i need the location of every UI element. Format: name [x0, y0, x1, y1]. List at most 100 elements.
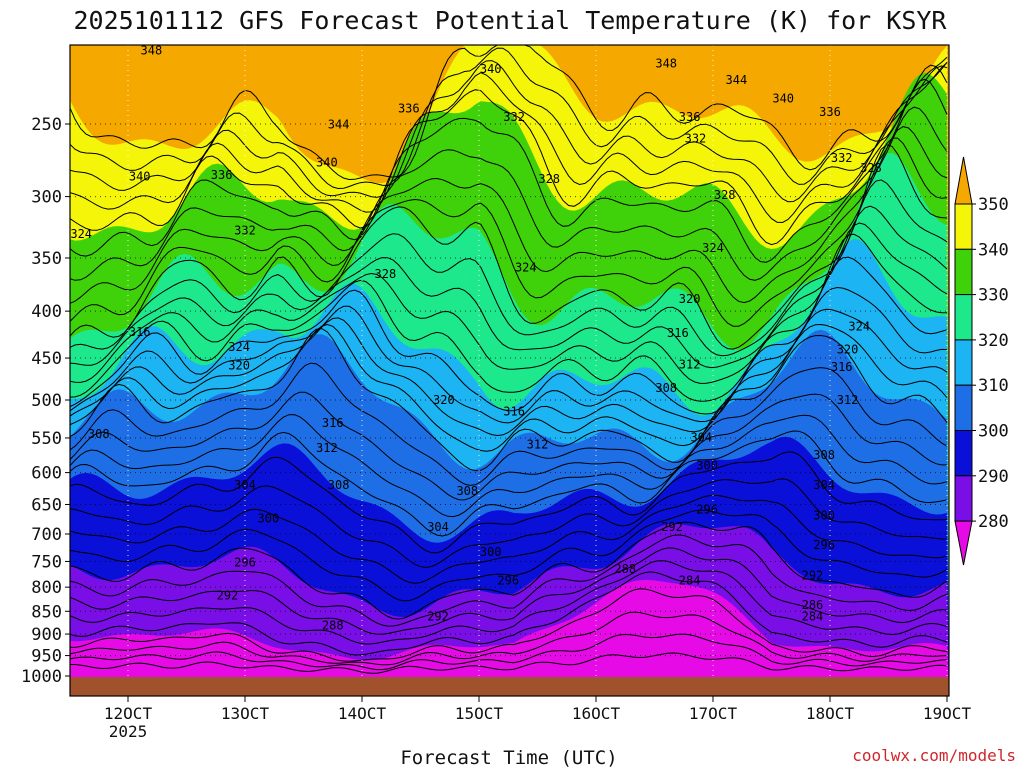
- contour-label: 340: [772, 92, 794, 106]
- y-tick-label: 300: [31, 188, 62, 208]
- contour-line: [70, 588, 948, 662]
- contour-line: [70, 205, 948, 369]
- gridlines: [70, 45, 949, 696]
- contour-label: 320: [433, 393, 455, 407]
- x-tick-label: 19OCT: [923, 704, 972, 723]
- colorbar-label: 280: [978, 512, 1009, 532]
- x-tick-label: 14OCT: [338, 704, 387, 723]
- contour-line: [70, 478, 947, 568]
- contour-line: [70, 521, 948, 620]
- contour-label: 304: [690, 431, 712, 445]
- contour-line: [70, 362, 948, 486]
- colorbar-swatch: [954, 475, 973, 522]
- contour-label: 308: [655, 381, 677, 395]
- contour-label: 324: [515, 260, 537, 274]
- contour-label: 292: [217, 588, 239, 602]
- colorbar-top-triangle: [954, 156, 973, 205]
- y-tick-label: 500: [31, 391, 62, 411]
- contour-label: 296: [234, 556, 256, 570]
- contour-label: 288: [614, 562, 636, 576]
- contour-label: 304: [813, 478, 835, 492]
- plot-area: 348 340 348 344 340 336 336 332 344 336 332 332 328 3…: [70, 44, 949, 696]
- contour-label: 348: [141, 44, 163, 58]
- plot-frame: [69, 44, 950, 697]
- contour-line: [70, 494, 948, 584]
- contour-label: 336: [211, 168, 233, 182]
- ground-layer: [70, 677, 949, 696]
- contour-label: 340: [480, 62, 502, 76]
- y-tick-label: 950: [31, 647, 62, 667]
- contour-labels: 348 340 348 344 340 336 336 332 344 336 332 332 328 3…: [70, 44, 881, 633]
- contour-label: 308: [813, 448, 835, 462]
- x-tick-label: 18OCT: [806, 704, 855, 723]
- y-tick-label: 700: [31, 525, 62, 545]
- y-tick-label: 750: [31, 552, 62, 572]
- contour-line: [70, 126, 948, 304]
- colorbar-label: 320: [978, 331, 1009, 351]
- contour-label: 300: [480, 545, 502, 559]
- contour-label: 340: [316, 155, 338, 169]
- contour-label: 284: [679, 574, 701, 588]
- contour-line: [70, 414, 948, 518]
- contour-line: [70, 65, 948, 224]
- contour-line: [70, 144, 948, 350]
- contour-line: [70, 571, 948, 656]
- contour-label: 284: [802, 610, 824, 624]
- contour-label: 312: [679, 358, 701, 372]
- chart-title: 2025101112 GFS Forecast Potential Temper…: [74, 6, 948, 35]
- colorbar-bottom-triangle: [954, 520, 973, 566]
- y-tick-label: 450: [31, 349, 62, 369]
- color-band-280: [70, 579, 949, 696]
- contour-label: 324: [70, 227, 92, 241]
- colorbar-label: 330: [978, 286, 1009, 306]
- contour-label: 304: [234, 478, 256, 492]
- contour-line: [70, 633, 948, 671]
- contour-label: 300: [258, 511, 280, 525]
- contour-label: 328: [375, 267, 397, 281]
- contour-label: 328: [714, 188, 736, 202]
- contour-label: 292: [427, 610, 449, 624]
- contour-line: [70, 137, 948, 327]
- y-tick-label: 800: [31, 578, 62, 598]
- y-tick-label: 850: [31, 602, 62, 622]
- contour-label: 308: [88, 427, 110, 441]
- contour-label: 344: [726, 73, 748, 87]
- contour-line: [70, 233, 948, 402]
- x-tick-label: 16OCT: [572, 704, 621, 723]
- contour-label: 312: [316, 441, 338, 455]
- contour-label: 292: [661, 520, 683, 534]
- colorbar-swatch: [954, 248, 973, 296]
- contour-label: 344: [328, 118, 350, 132]
- colorbar-swatch: [954, 203, 973, 250]
- contour-line: [70, 222, 948, 384]
- contour-line: [70, 534, 948, 627]
- contour-label: 300: [696, 458, 718, 472]
- credit-link[interactable]: coolwx.com/models: [852, 746, 1016, 765]
- x-axis-label: Forecast Time (UTC): [400, 747, 617, 768]
- y-tick-label: 600: [31, 464, 62, 484]
- contour-label: 304: [427, 520, 449, 534]
- x-tick-label: 12OCT: [104, 704, 153, 723]
- colorbar-swatch: [954, 384, 973, 432]
- contour-label: 328: [538, 172, 560, 186]
- x-tick-label: 13OCT: [221, 704, 270, 723]
- x-tick-label: 17OCT: [689, 704, 738, 723]
- y-tick-label: 250: [31, 115, 62, 135]
- contour-line: [70, 560, 948, 645]
- contour-label: 324: [702, 241, 724, 255]
- colorbar-swatch: [954, 294, 973, 341]
- contour-label: 300: [813, 508, 835, 522]
- contour-label: 336: [398, 102, 420, 116]
- contour-line: [70, 430, 948, 537]
- contour-label: 296: [497, 574, 519, 588]
- y-tick-label: 400: [31, 302, 62, 322]
- contour-label: 348: [655, 57, 677, 71]
- contour-line: [70, 323, 948, 452]
- contour-label: 324: [848, 320, 870, 334]
- contour-label: 332: [234, 224, 256, 238]
- y-tick-label: 900: [31, 625, 62, 645]
- y-tick-label: 350: [31, 249, 62, 269]
- contour-line: [70, 64, 948, 246]
- contour-label: 332: [831, 151, 853, 165]
